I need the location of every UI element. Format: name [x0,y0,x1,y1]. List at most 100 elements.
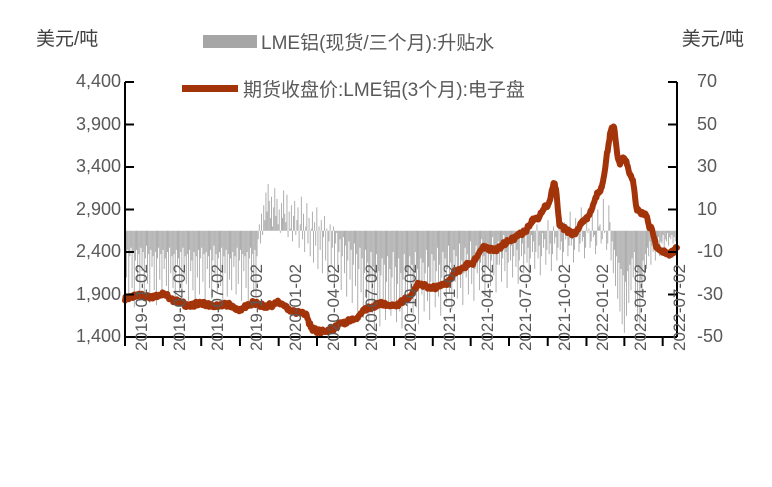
bar [660,230,662,242]
right-axis-tick-label: -10 [697,241,724,261]
bar [634,230,636,308]
bar [422,230,424,263]
bar [308,218,310,231]
bar [147,230,149,284]
bar [423,230,425,312]
bar [530,230,532,235]
bar [280,203,282,231]
bar [620,230,622,269]
bar [599,224,601,231]
bar [220,230,222,286]
bar [444,230,446,259]
bar [663,230,665,250]
bar [150,230,152,250]
bar [534,230,536,269]
bar [621,230,623,325]
bar [319,230,321,250]
bar [372,230,374,267]
bar [382,230,384,301]
right-axis-tick-label: -30 [697,283,724,304]
bar [398,230,400,259]
bar [373,230,375,331]
bar [470,230,472,242]
bar [643,230,645,282]
bar [582,230,584,238]
bar [662,230,664,235]
bar [137,230,139,282]
bar [263,205,265,231]
bar [353,230,355,244]
bar [222,230,224,303]
bar [349,230,351,280]
bar [410,230,412,299]
bar [432,230,434,291]
bar [613,230,615,250]
bar [248,230,250,259]
bar [649,230,651,242]
bar [488,230,490,250]
legend-bar-swatch-icon [203,35,257,48]
bar [388,230,390,308]
bar [644,230,646,255]
bar [273,207,275,231]
bar [155,230,157,306]
bar [169,230,171,248]
bar [295,230,297,235]
right-axis-tick-label: 70 [697,71,718,91]
bar [251,230,253,278]
bar [182,230,184,248]
bar [501,230,503,282]
bar [464,230,466,248]
bar [575,218,577,231]
bar [286,194,288,231]
bar [141,230,143,272]
bar [315,230,317,246]
bar [377,230,379,310]
bar [327,230,329,278]
x-axis-tick-label: 2019-01-02 [132,264,151,351]
bar [561,230,563,267]
x-axis-tick-label: 2022-04-02 [631,264,651,351]
bar [314,222,316,231]
bar [269,218,271,231]
bar [640,230,642,280]
bar [317,230,319,269]
bar [664,230,666,240]
bar [449,230,451,293]
bar [347,230,349,261]
bar [356,230,358,255]
bar [609,222,611,231]
x-axis-tick-label: 2020-07-02 [362,264,382,351]
bar [440,230,442,316]
bar [199,230,201,295]
bar [153,230,155,291]
bar [567,230,569,257]
bar [419,230,421,284]
bar [481,230,483,240]
bar [411,230,413,265]
bar [412,230,414,314]
bar [466,230,468,255]
bar [326,228,328,231]
bar [461,230,463,261]
bar [254,230,256,250]
bar [196,230,198,278]
bar [352,230,354,265]
bar [375,230,376,282]
bar [542,230,543,233]
x-axis-tick-label: 2019-07-02 [208,264,228,351]
bar [174,230,176,303]
bar [225,230,227,250]
bar [274,188,276,231]
bar [672,230,674,244]
bar [379,230,381,327]
bar [171,230,173,257]
bar [384,230,386,320]
bar [152,230,154,257]
bar [641,230,643,295]
bar [418,230,420,325]
bar [228,230,230,280]
bar [339,230,341,240]
bar [192,230,194,291]
bar [548,230,550,255]
